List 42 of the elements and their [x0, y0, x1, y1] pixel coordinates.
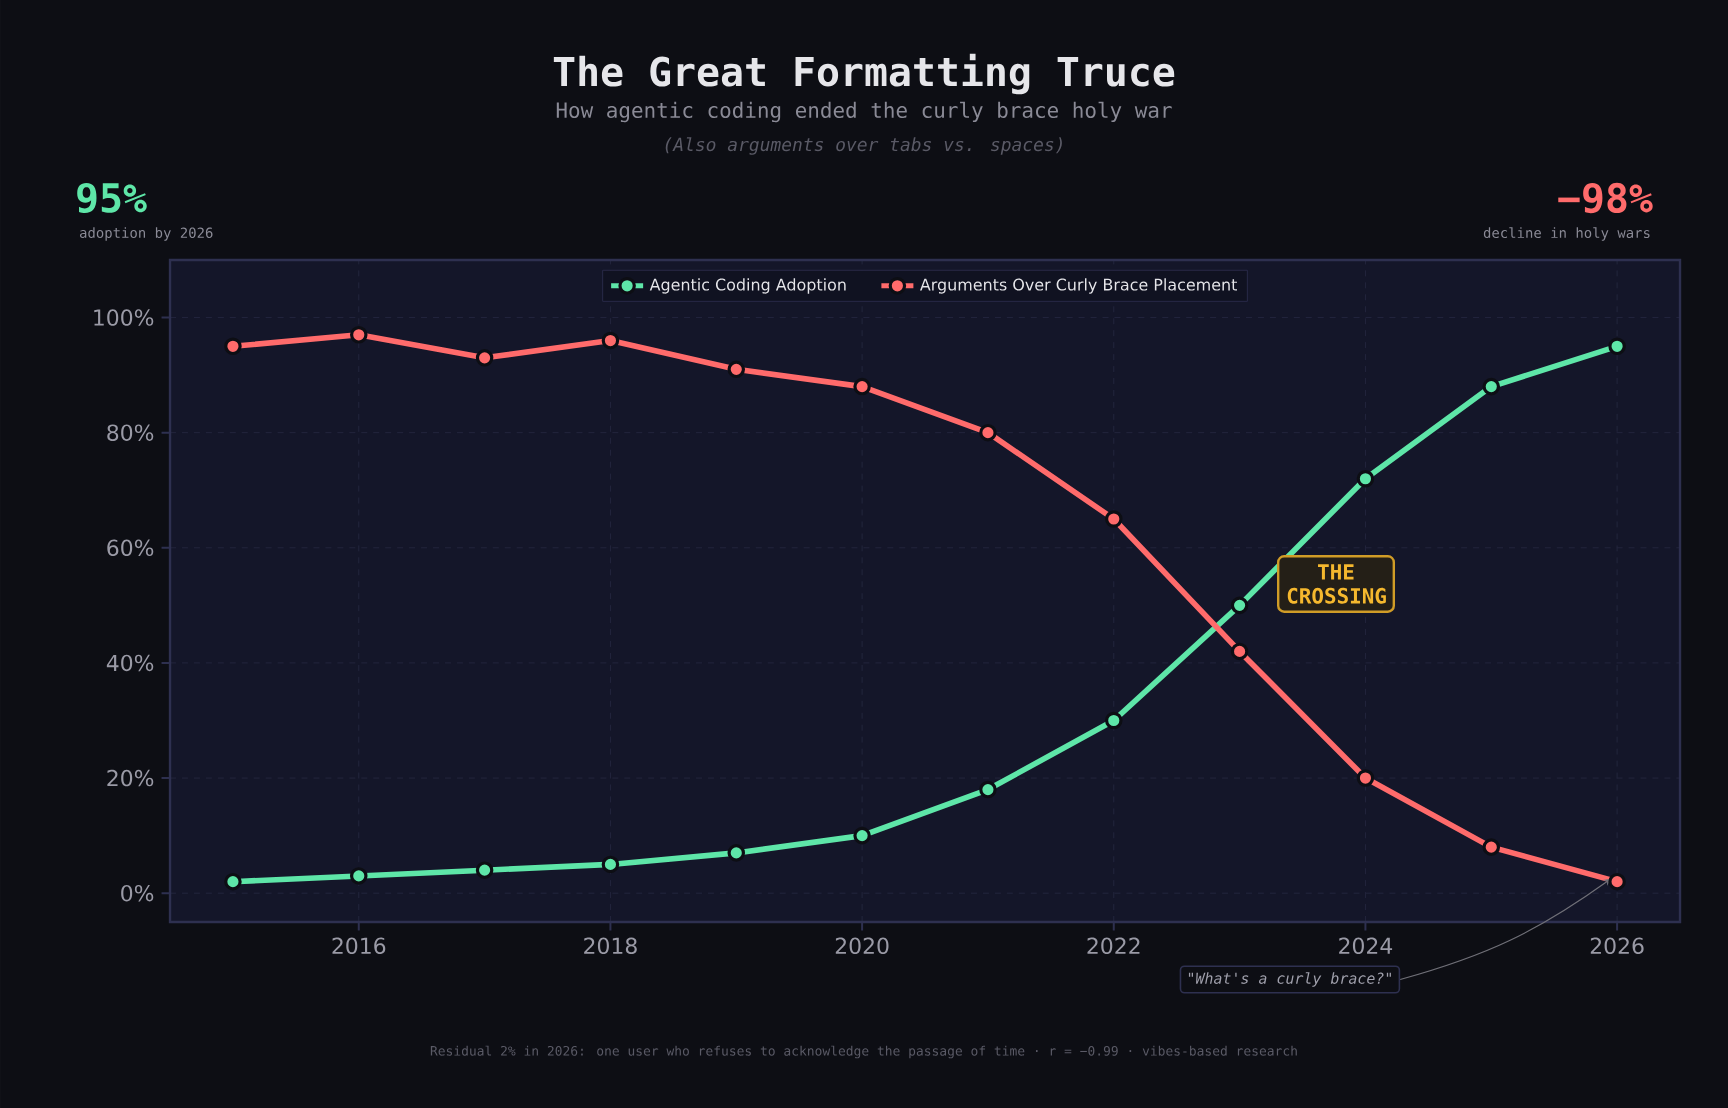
- chart-title: The Great Formatting Truce: [553, 53, 1175, 95]
- point: [1608, 337, 1626, 356]
- point: [1104, 510, 1123, 528]
- point: [601, 331, 620, 350]
- annotation: THE CROSSING: [1287, 564, 1386, 604]
- point: [1482, 838, 1501, 856]
- point: [853, 377, 871, 396]
- y-tick-label: 20%: [107, 769, 154, 787]
- point: [349, 867, 368, 885]
- text: (Also arguments over tabs vs. spaces): [665, 137, 1062, 155]
- y-tick-label: 80%: [107, 424, 154, 441]
- point: [475, 349, 494, 367]
- point: [475, 861, 494, 879]
- point: [853, 826, 871, 845]
- x-tick-label: 2026: [1590, 937, 1644, 955]
- point: [1608, 872, 1626, 891]
- x-tick-label: 2016: [332, 937, 386, 955]
- chart-subtitle: How agentic coding ended the curly brace holy war: [556, 101, 1172, 123]
- point: [1356, 769, 1375, 787]
- y-tick-label: 60%: [107, 539, 154, 557]
- point: [601, 855, 620, 874]
- point: [1356, 469, 1375, 488]
- point: [1104, 711, 1123, 730]
- point: [1230, 596, 1249, 615]
- point: [727, 844, 746, 862]
- point: [979, 423, 997, 442]
- text: −98%: [1558, 182, 1653, 214]
- point: [979, 780, 997, 799]
- y-tick-label: 100%: [94, 309, 154, 326]
- x-tick-label: 2022: [1087, 937, 1140, 955]
- text: 95%: [77, 182, 147, 214]
- y-tick-label: 40%: [106, 654, 154, 672]
- x-tick-label: 2018: [584, 937, 637, 955]
- y-tick-label: 0%: [121, 884, 154, 902]
- point: [1230, 642, 1249, 661]
- point: [224, 872, 242, 891]
- point: [1482, 377, 1501, 396]
- x-tick-label: 2024: [1339, 937, 1393, 955]
- x-tick-label: 2020: [835, 937, 889, 955]
- point: [349, 326, 368, 344]
- point: [727, 360, 746, 379]
- point: [224, 337, 242, 356]
